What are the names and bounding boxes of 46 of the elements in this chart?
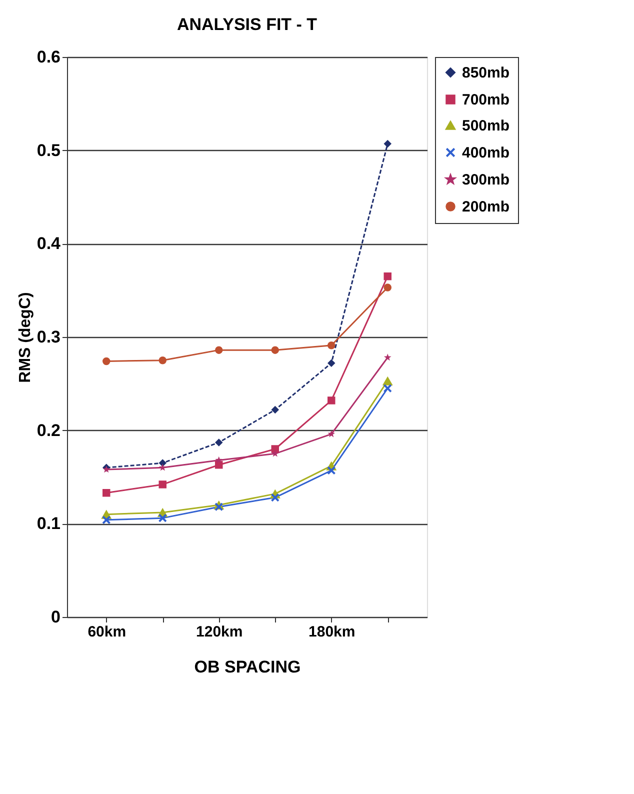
point [102,357,110,366]
x-tick-label: 180km [308,624,356,640]
y-tick-label: 0.5 [36,140,60,160]
y-tick-label: 0 [51,608,60,626]
point [215,438,223,446]
point [384,140,392,148]
point [328,359,336,368]
point [271,450,279,457]
point [384,354,392,361]
point [158,514,167,522]
point [328,342,336,350]
point [271,406,279,414]
point [158,356,166,364]
legend-label: 200mb [462,198,510,216]
legend-label: 300mb [462,172,510,188]
y-tick-label: 0.2 [36,420,60,440]
y-tick-label: 0.3 [36,328,60,346]
y-tick-label: 0.6 [36,48,60,66]
point [102,516,111,524]
point [215,456,223,464]
point [384,272,392,280]
chart-title: ANALYSIS FIT - T [176,15,318,34]
y-axis-title: RMS (degC) [16,292,34,383]
point [158,464,166,471]
x-tick-label: 120km [196,624,243,640]
point [328,396,336,404]
point [382,376,393,386]
x-axis-title: OB SPACING [194,658,301,676]
point [270,493,280,502]
point [215,346,223,354]
y-tick-label: 0.1 [36,514,60,534]
point [383,384,392,393]
point [271,445,279,453]
point [102,488,110,497]
legend-label: 400mb [462,144,510,162]
point [327,466,336,475]
legend-label: 850mb [462,64,510,82]
point [384,284,392,292]
legend-label: 500mb [462,118,510,134]
legend-label: 700mb [462,92,510,108]
point [158,480,166,488]
y-tick-label: 0.4 [36,234,62,254]
point [214,502,224,512]
point [271,346,279,354]
x-tick-label: 60km [88,624,126,640]
point [328,430,336,438]
